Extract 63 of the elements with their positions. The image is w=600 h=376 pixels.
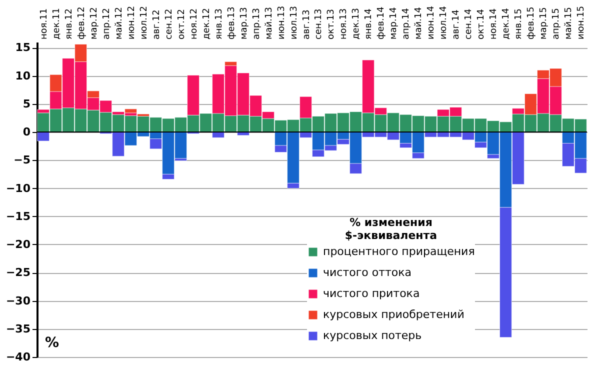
y-tick-label: −30 — [6, 294, 31, 308]
x-tick-label: июн.15 — [576, 6, 587, 40]
x-tick-label: июл.14 — [439, 6, 450, 40]
x-tick-label: июн.12 — [126, 6, 137, 40]
y-tick-label: −15 — [6, 210, 30, 223]
x-tick-label: май.12 — [114, 7, 124, 40]
x-tick-label: мар.13 — [239, 7, 250, 40]
legend-label: процентного приращения — [323, 245, 475, 258]
y-tick-label: −5 — [14, 154, 30, 167]
y-tick-label: −10 — [6, 182, 31, 195]
x-tick-label: мар.14 — [389, 6, 400, 40]
legend-label: курсовых потерь — [323, 329, 422, 342]
y-tick-label: −20 — [6, 238, 31, 251]
x-tick-label: фев.15 — [526, 6, 537, 40]
y-tick-label: 5 — [22, 97, 30, 110]
y-tick-label: −35 — [6, 322, 30, 336]
x-tick-label: июл.13 — [289, 6, 300, 40]
y-tick-label: 10 — [15, 69, 31, 82]
x-tick-label: май.15 — [564, 7, 574, 40]
x-tick-label: ноя.12 — [189, 8, 200, 40]
legend-label: чистого притока — [323, 287, 420, 300]
x-tick-label: окт.12 — [176, 9, 187, 40]
x-tick-label: авг.12 — [152, 10, 162, 40]
x-tick-label: дек.11 — [52, 8, 62, 40]
x-tick-label: июн.14 — [426, 6, 437, 40]
x-tick-label: янв.14 — [364, 8, 374, 40]
x-tick-label: апр.14 — [402, 8, 412, 40]
x-tick-label: окт.14 — [476, 8, 487, 40]
x-tick-label: май.13 — [264, 7, 274, 40]
x-tick-label: фев.13 — [226, 6, 237, 40]
x-tick-label: дек.13 — [352, 8, 362, 40]
x-tick-label: сен.12 — [164, 8, 174, 40]
y-tick-label: 15 — [15, 41, 30, 54]
y-tick-label: −25 — [6, 266, 30, 280]
x-tick-label: дек.14 — [502, 8, 512, 40]
x-tick-label: мар.15 — [539, 7, 550, 40]
x-tick-label: июл.12 — [139, 6, 150, 40]
x-tick-label: авг.14 — [452, 9, 462, 40]
y-tick-label: −40 — [6, 350, 31, 364]
x-tick-label: ноя.14 — [489, 8, 500, 40]
x-tick-label: янв.12 — [64, 8, 74, 40]
legend-label: чистого оттока — [323, 266, 412, 279]
x-tick-label: окт.13 — [326, 9, 337, 40]
x-tick-label: ноя.13 — [339, 8, 350, 40]
x-tick-label: янв.15 — [514, 8, 524, 40]
y-tick-label: 0 — [22, 126, 31, 138]
x-tick-label: дек.12 — [202, 8, 212, 40]
x-tick-label: мар.12 — [89, 7, 100, 40]
x-tick-label: апр.13 — [252, 8, 262, 40]
legend-label: курсовых приобретений — [323, 308, 464, 321]
x-tick-label: янв.13 — [214, 8, 224, 40]
x-tick-label: апр.12 — [102, 8, 112, 40]
x-tick-label: май.14 — [414, 6, 424, 40]
x-tick-label: сен.14 — [464, 8, 474, 40]
x-tick-label: июн.13 — [276, 6, 287, 40]
x-tick-label: фев.14 — [376, 6, 387, 40]
annotation: % — [45, 335, 60, 351]
x-tick-label: фев.12 — [76, 6, 87, 40]
x-tick-label: сен.13 — [314, 8, 324, 40]
x-tick-label: ноя.11 — [39, 8, 50, 40]
x-tick-label: авг.13 — [302, 10, 312, 40]
x-tick-label: апр.15 — [552, 8, 562, 40]
legend-title: % изменения $-эквивалента — [344, 216, 438, 242]
